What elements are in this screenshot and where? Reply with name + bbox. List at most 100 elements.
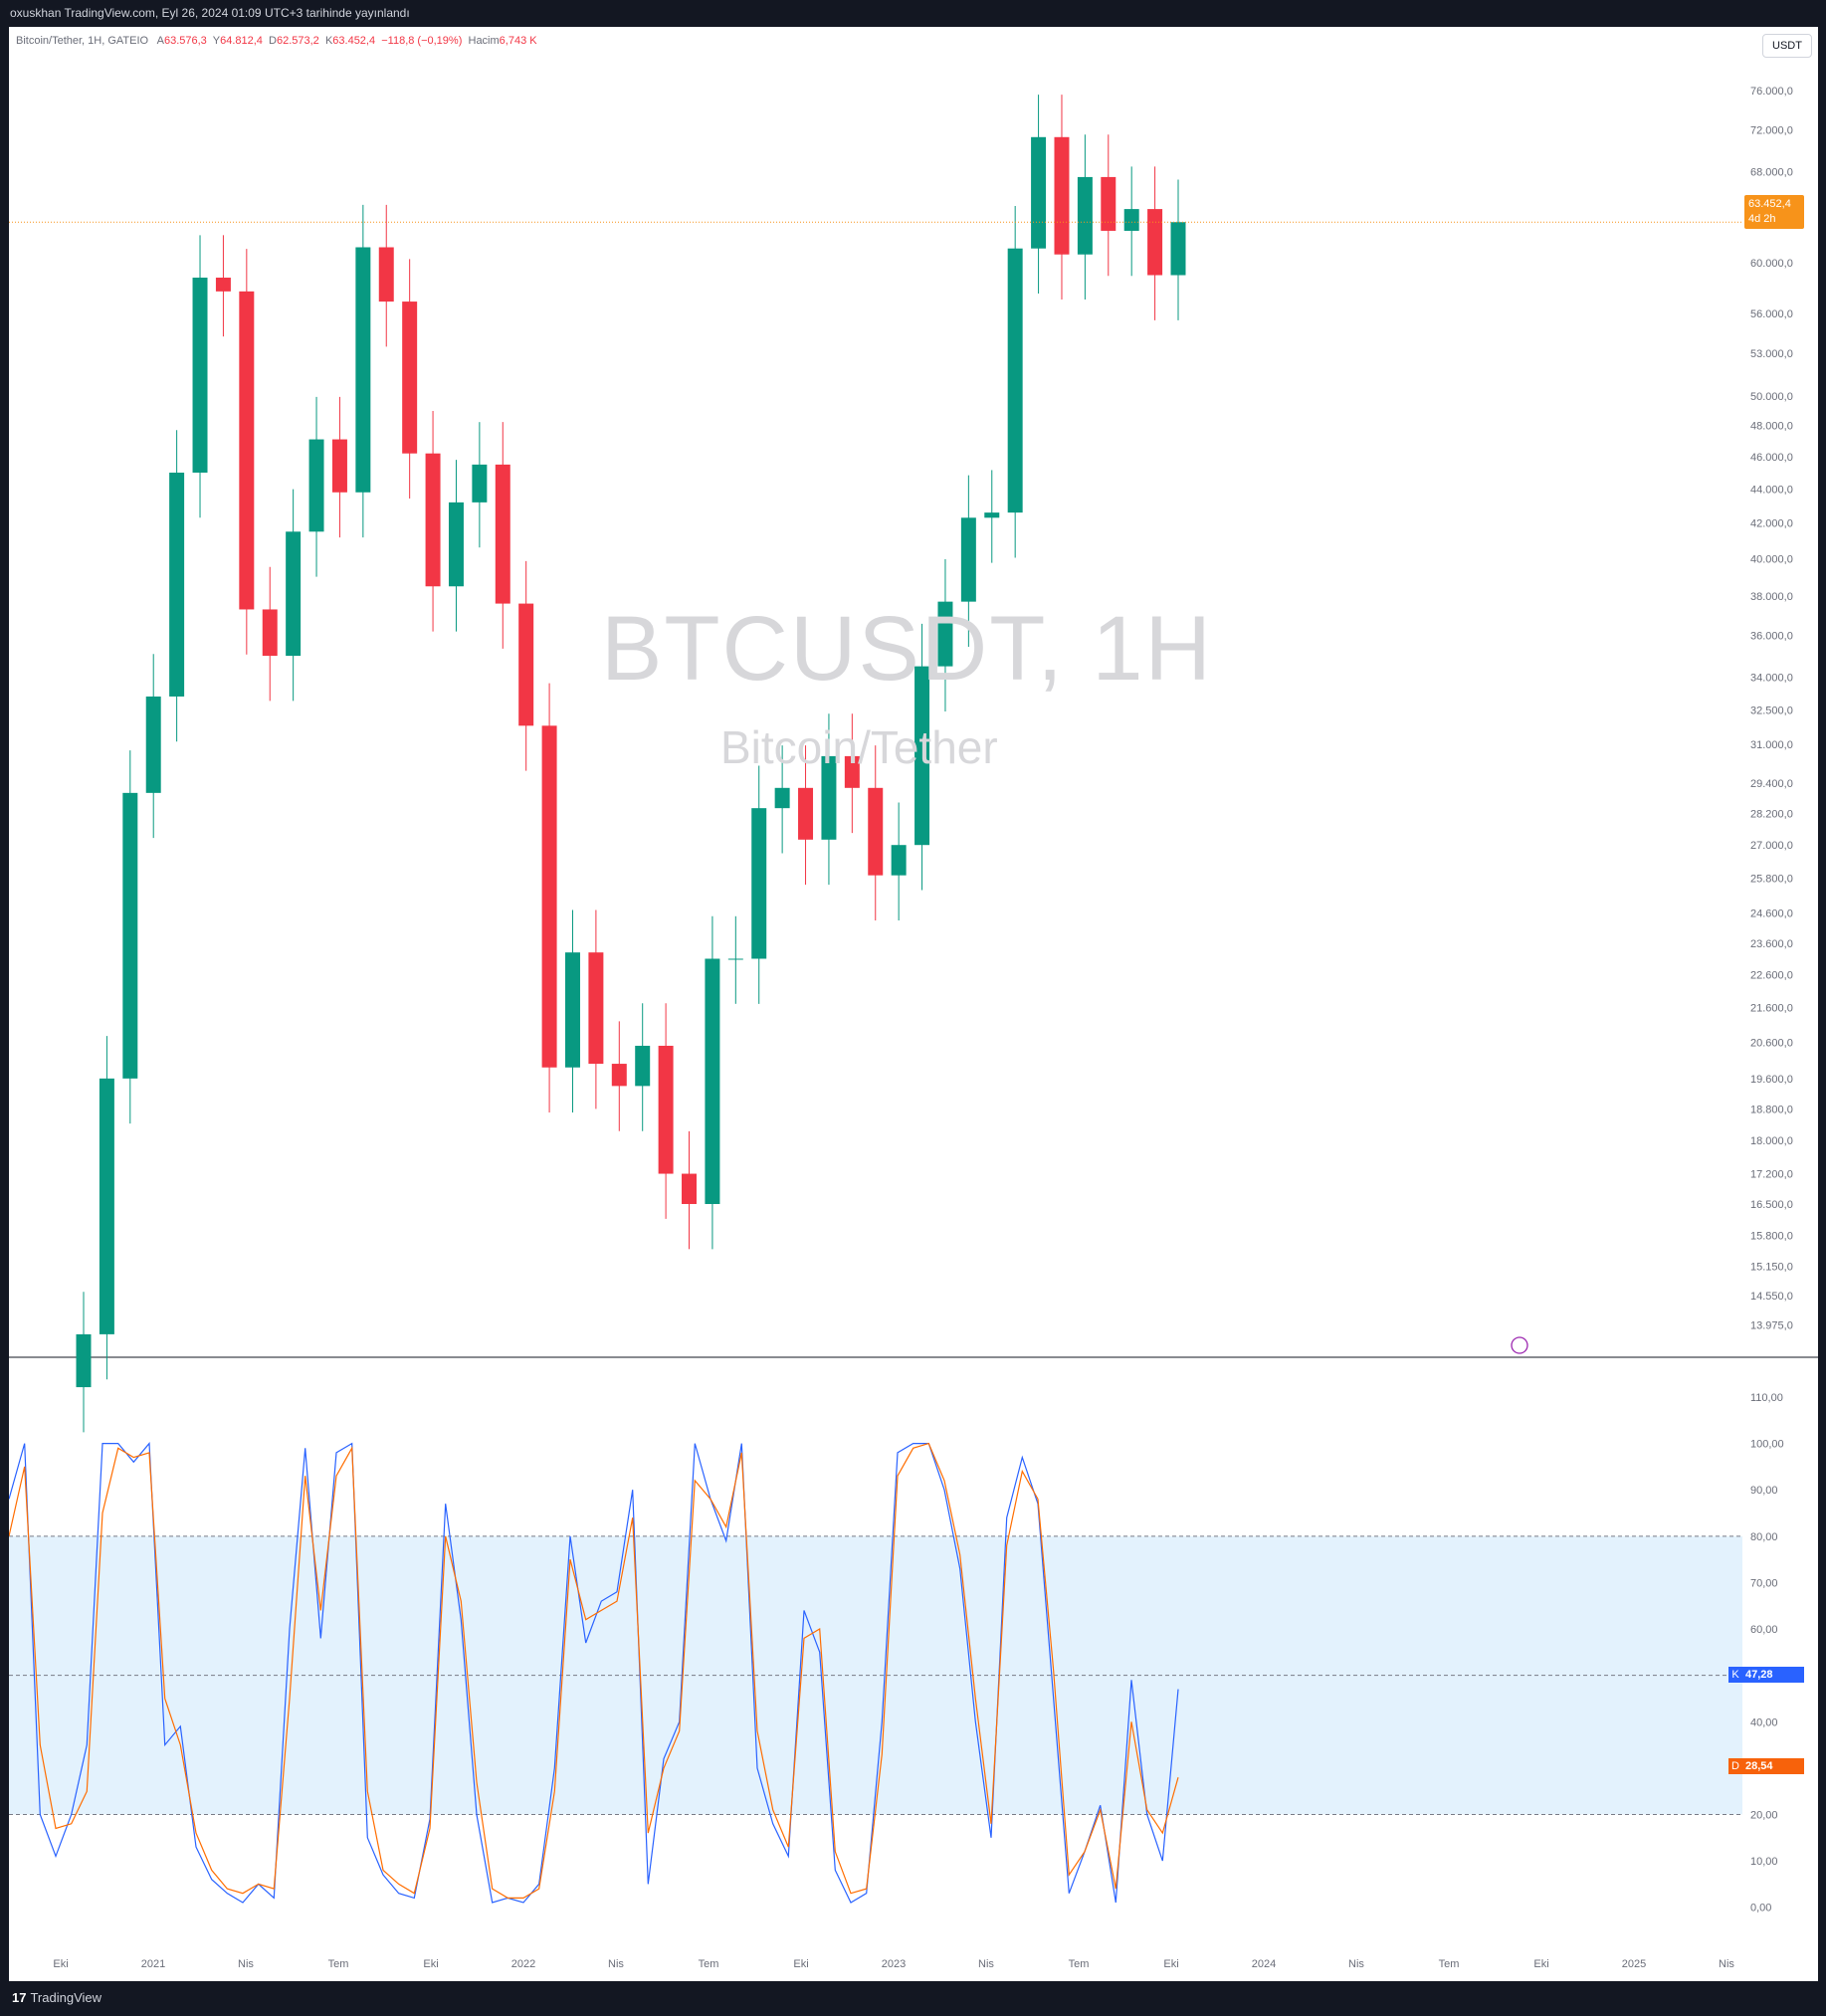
stoch-d-line bbox=[9, 1442, 1179, 1900]
candle-body bbox=[541, 725, 557, 1068]
watermark-name: Bitcoin/Tether bbox=[720, 721, 998, 773]
legend-low-label: D bbox=[269, 35, 277, 47]
stoch-tick-label: 70,00 bbox=[1750, 1577, 1778, 1589]
price-tick-label: 46.000,0 bbox=[1750, 452, 1793, 464]
legend-high-label: Y bbox=[212, 35, 221, 47]
last-price-value: 63.452,4 bbox=[1748, 198, 1791, 210]
candle-body bbox=[286, 531, 302, 657]
candle-body bbox=[518, 603, 534, 726]
d-value-label: D 28,54 bbox=[1728, 1758, 1804, 1774]
time-tick-label: Eki bbox=[53, 1958, 68, 1970]
time-tick-label: Nis bbox=[1719, 1958, 1734, 1970]
price-tick-label: 31.000,0 bbox=[1750, 739, 1793, 751]
candle-body bbox=[611, 1064, 627, 1087]
candle-body bbox=[984, 512, 1000, 518]
price-tick-label: 22.600,0 bbox=[1750, 970, 1793, 982]
candle-body bbox=[169, 472, 185, 697]
price-tick-label: 42.000,0 bbox=[1750, 518, 1793, 530]
candle-body bbox=[588, 952, 604, 1065]
candle-body bbox=[378, 247, 394, 302]
lightning-icon bbox=[1511, 1336, 1528, 1354]
candle-body bbox=[844, 755, 860, 788]
price-tick-label: 16.500,0 bbox=[1750, 1199, 1793, 1211]
candle-body bbox=[402, 302, 418, 454]
time-tick-label: Eki bbox=[793, 1958, 808, 1970]
time-tick-label: 2021 bbox=[141, 1958, 165, 1970]
legend-close-label: K bbox=[324, 35, 333, 47]
candle-body bbox=[145, 696, 161, 793]
candle-body bbox=[821, 755, 837, 840]
candle-body bbox=[914, 666, 930, 846]
time-tick-label: 2022 bbox=[511, 1958, 535, 1970]
candle-body bbox=[891, 845, 907, 876]
stoch-k-line bbox=[9, 1442, 1179, 1904]
k-value: 47,28 bbox=[1745, 1669, 1773, 1681]
legend-change: −118,8 (−0,19%) bbox=[381, 35, 463, 47]
price-tick-label: 48.000,0 bbox=[1750, 421, 1793, 433]
time-tick-label: Nis bbox=[608, 1958, 624, 1970]
candle-body bbox=[122, 792, 138, 1079]
ohlc-legend: Bitcoin/Tether, 1H, GATEIO A63.576,3 Y64… bbox=[16, 35, 537, 47]
price-tick-label: 28.200,0 bbox=[1750, 808, 1793, 820]
price-tick-label: 24.600,0 bbox=[1750, 907, 1793, 919]
tradingview-brand: TradingView bbox=[30, 1990, 102, 2005]
candle-body bbox=[331, 439, 347, 493]
candle-body bbox=[355, 247, 371, 493]
currency-button[interactable]: USDT bbox=[1762, 34, 1812, 58]
candle-body bbox=[472, 464, 488, 503]
chart-canvas[interactable]: 76.000,072.000,068.000,064.000,060.000,0… bbox=[9, 27, 1818, 1981]
d-tag: D bbox=[1731, 1760, 1739, 1772]
candle-body bbox=[1170, 222, 1186, 276]
candle-body bbox=[682, 1173, 697, 1204]
candle-body bbox=[1077, 176, 1093, 255]
stoch-tick-label: 110,00 bbox=[1750, 1392, 1783, 1404]
time-tick-label: Tem bbox=[1069, 1958, 1090, 1970]
candle-body bbox=[751, 808, 767, 959]
candle-body bbox=[1031, 136, 1047, 249]
candle-body bbox=[308, 439, 324, 532]
price-tick-label: 14.550,0 bbox=[1750, 1291, 1793, 1303]
price-tick-label: 29.400,0 bbox=[1750, 778, 1793, 790]
price-tick-label: 40.000,0 bbox=[1750, 553, 1793, 565]
price-tick-label: 50.000,0 bbox=[1750, 391, 1793, 403]
candle-body bbox=[798, 787, 814, 840]
candle-body bbox=[215, 278, 231, 292]
time-tick-label: Eki bbox=[1163, 1958, 1178, 1970]
candle-body bbox=[960, 517, 976, 602]
legend-open: 63.576,3 bbox=[163, 35, 207, 47]
candle-body bbox=[1054, 136, 1070, 255]
stoch-tick-label: 100,00 bbox=[1750, 1439, 1784, 1451]
candles-layer bbox=[9, 95, 1742, 1433]
price-tick-label: 17.200,0 bbox=[1750, 1169, 1793, 1181]
stoch-tick-label: 10,00 bbox=[1750, 1856, 1778, 1868]
price-tick-label: 19.600,0 bbox=[1750, 1074, 1793, 1086]
candle-body bbox=[1101, 176, 1116, 231]
price-tick-label: 23.600,0 bbox=[1750, 938, 1793, 950]
candle-body bbox=[1007, 248, 1023, 513]
time-tick-label: 2024 bbox=[1252, 1958, 1276, 1970]
price-tick-label: 72.000,0 bbox=[1750, 125, 1793, 137]
candle-body bbox=[565, 952, 580, 1068]
price-tick-label: 27.000,0 bbox=[1750, 840, 1793, 852]
tradingview-logo-icon: 17 bbox=[12, 1990, 27, 2005]
legend-symbol: Bitcoin/Tether, 1H, GATEIO bbox=[16, 35, 149, 47]
candle-body bbox=[774, 787, 790, 809]
time-tick-label: Eki bbox=[423, 1958, 438, 1970]
time-tick-label: 2023 bbox=[882, 1958, 906, 1970]
candle-body bbox=[1123, 209, 1139, 231]
stoch-tick-label: 0,00 bbox=[1750, 1903, 1771, 1915]
k-tag: K bbox=[1731, 1669, 1739, 1681]
candle-body bbox=[727, 958, 743, 960]
candle-body bbox=[192, 278, 208, 473]
candle-body bbox=[658, 1045, 674, 1174]
stoch-tick-label: 90,00 bbox=[1750, 1485, 1778, 1497]
price-tick-label: 25.800,0 bbox=[1750, 874, 1793, 886]
tradingview-footer[interactable]: 17 TradingView bbox=[12, 1990, 101, 2005]
price-tick-label: 34.000,0 bbox=[1750, 672, 1793, 684]
price-tick-label: 32.500,0 bbox=[1750, 705, 1793, 716]
d-value: 28,54 bbox=[1745, 1760, 1773, 1772]
legend-high: 64.812,4 bbox=[220, 35, 263, 47]
candle-body bbox=[635, 1045, 651, 1087]
time-tick-label: Tem bbox=[328, 1958, 349, 1970]
candle-body bbox=[99, 1078, 114, 1334]
